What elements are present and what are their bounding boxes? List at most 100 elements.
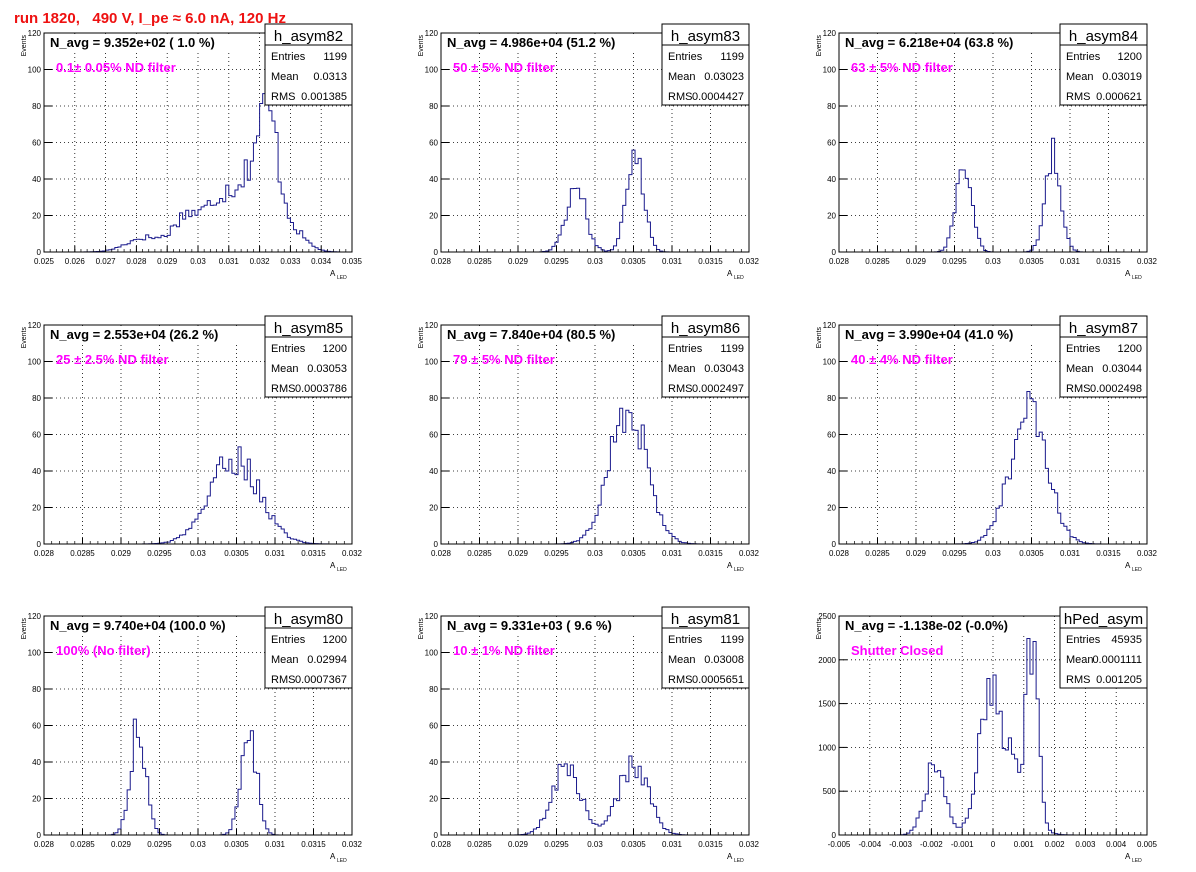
- x-axis-title-subscript: LED: [1132, 275, 1142, 281]
- y-tick-label: 20: [827, 504, 836, 513]
- x-axis-title: A: [330, 269, 336, 278]
- stat-label: Mean: [271, 654, 299, 666]
- y-axis-title: Events: [21, 618, 28, 640]
- y-tick-label: 40: [827, 467, 836, 476]
- x-tick-label: 0.032: [342, 840, 363, 849]
- y-tick-label: 0: [434, 540, 439, 549]
- y-tick-label: 60: [429, 431, 438, 440]
- stats-box-frame: [264, 23, 353, 106]
- histogram-line: [44, 91, 353, 253]
- stat-label: Entries: [1066, 51, 1101, 63]
- x-tick-label: 0.032: [739, 257, 760, 266]
- y-tick-label: 40: [429, 758, 438, 767]
- stat-value: 0.000621: [1096, 91, 1142, 103]
- navg-label: N_avg = 7.840e+04 (80.5 %): [447, 327, 615, 342]
- stats-box: h_asym87 Entries 1200 Mean 0.03044 RMS 0.00024…: [1059, 315, 1148, 398]
- x-axis-title-subscript: LED: [734, 567, 744, 573]
- x-tick-label: 0.032: [739, 840, 760, 849]
- stat-label: RMS: [271, 383, 295, 395]
- x-tick-label: 0.002: [1045, 840, 1066, 849]
- histogram-title: hPed_asym: [1064, 611, 1143, 628]
- stat-value: 0.03008: [704, 654, 744, 666]
- x-tick-label: 0.031: [662, 840, 683, 849]
- y-axis-title: Events: [816, 618, 823, 640]
- stats-box: h_asym82 Entries 1199 Mean 0.0313 RMS 0.001385: [264, 23, 353, 106]
- filter-annotation: 63 ± 5% ND filter: [851, 60, 953, 75]
- histogram-title: h_asym87: [1069, 320, 1138, 337]
- stat-value: 0.0313: [313, 71, 347, 83]
- histogram-panel-h_asym80: 0.028 0.0285 0.029 0.0295 0.03 0.0305 0.031 0.0…: [21, 606, 363, 864]
- x-tick-label: 0.0295: [942, 257, 967, 266]
- x-tick-label: 0.0285: [70, 549, 95, 558]
- x-tick-label: 0.03: [587, 840, 603, 849]
- x-axis-title: A: [330, 561, 336, 570]
- stat-value: 1199: [720, 51, 744, 63]
- stats-box-frame: [661, 23, 750, 106]
- stat-label: Mean: [1066, 654, 1094, 666]
- stats-box-frame: [661, 315, 750, 398]
- navg-label-bg: [48, 34, 242, 50]
- y-tick-label: 40: [32, 175, 41, 184]
- x-axis-title: A: [1125, 561, 1131, 570]
- stat-value: 0.0001111: [1092, 654, 1142, 666]
- stats-box-frame: [264, 606, 353, 689]
- x-tick-label: 0.003: [1075, 840, 1096, 849]
- navg-label: N_avg = 9.740e+04 (100.0 %): [50, 618, 226, 633]
- stat-value: 0.0003786: [295, 383, 347, 395]
- stats-box: h_asym86 Entries 1199 Mean 0.03043 RMS 0.00024…: [661, 315, 750, 398]
- y-tick-label: 120: [28, 29, 42, 38]
- x-tick-label: 0.03: [190, 257, 206, 266]
- x-axis-title: A: [727, 269, 733, 278]
- x-axis-title-subscript: LED: [1132, 858, 1142, 864]
- stat-value: 0.0004427: [692, 91, 744, 103]
- y-tick-label: 40: [827, 175, 836, 184]
- x-tick-label: -0.004: [858, 840, 881, 849]
- x-tick-label: 0.0315: [1096, 257, 1121, 266]
- stat-label: Entries: [668, 634, 703, 646]
- x-axis-title: A: [727, 852, 733, 861]
- stat-value: 1200: [1118, 343, 1142, 355]
- filter-annotation: 50 ± 5% ND filter: [453, 60, 555, 75]
- y-tick-label: 80: [32, 394, 41, 403]
- x-tick-label: 0.032: [739, 549, 760, 558]
- stat-value: 0.03019: [1102, 71, 1142, 83]
- stat-value: 1199: [720, 634, 744, 646]
- stat-label: Mean: [668, 654, 696, 666]
- stat-label: Entries: [271, 343, 306, 355]
- histogram-title: h_asym80: [274, 611, 343, 628]
- stat-value: 0.0005651: [692, 674, 744, 686]
- y-tick-label: 2500: [818, 612, 836, 621]
- navg-label: N_avg = 4.986e+04 (51.2 %): [447, 35, 615, 50]
- y-tick-label: 40: [32, 467, 41, 476]
- x-axis-title-subscript: LED: [1132, 567, 1142, 573]
- stat-value: 0.0007367: [295, 674, 347, 686]
- filter-annotation: 79 ± 5% ND filter: [453, 352, 555, 367]
- histogram-panel-hPed_asym: -0.005 -0.004 -0.003 -0.002 -0.001 0 0.001 0.00…: [816, 606, 1158, 864]
- navg-label: N_avg = 6.218e+04 (63.8 %): [845, 35, 1013, 50]
- navg-label: N_avg = 2.553e+04 (26.2 %): [50, 327, 218, 342]
- x-axis-title: A: [1125, 852, 1131, 861]
- x-tick-label: 0.0285: [467, 257, 492, 266]
- y-tick-label: 60: [429, 139, 438, 148]
- navg-label-bg: [843, 326, 1037, 342]
- y-tick-label: 120: [823, 29, 837, 38]
- navg-label-bg: [445, 326, 639, 342]
- filter-annotation: 0.1± 0.05% ND filter: [56, 60, 176, 75]
- navg-label: N_avg = 3.990e+04 (41.0 %): [845, 327, 1013, 342]
- x-tick-label: 0.03: [587, 257, 603, 266]
- x-tick-label: 0.031: [662, 549, 683, 558]
- y-tick-label: 60: [827, 139, 836, 148]
- histogram-panel-h_asym85: 0.028 0.0285 0.029 0.0295 0.03 0.0305 0.031 0.0…: [21, 315, 363, 573]
- x-tick-label: 0.028: [431, 257, 452, 266]
- stat-label: Mean: [668, 363, 696, 375]
- x-tick-label: 0.001: [1014, 840, 1035, 849]
- stat-label: Entries: [668, 51, 703, 63]
- y-tick-label: 0: [37, 540, 42, 549]
- x-tick-label: 0.0315: [698, 257, 723, 266]
- stat-label: Mean: [271, 71, 299, 83]
- y-tick-label: 100: [28, 649, 42, 658]
- x-axis-title: A: [727, 561, 733, 570]
- y-tick-label: 80: [429, 394, 438, 403]
- histogram-title: h_asym86: [671, 320, 740, 337]
